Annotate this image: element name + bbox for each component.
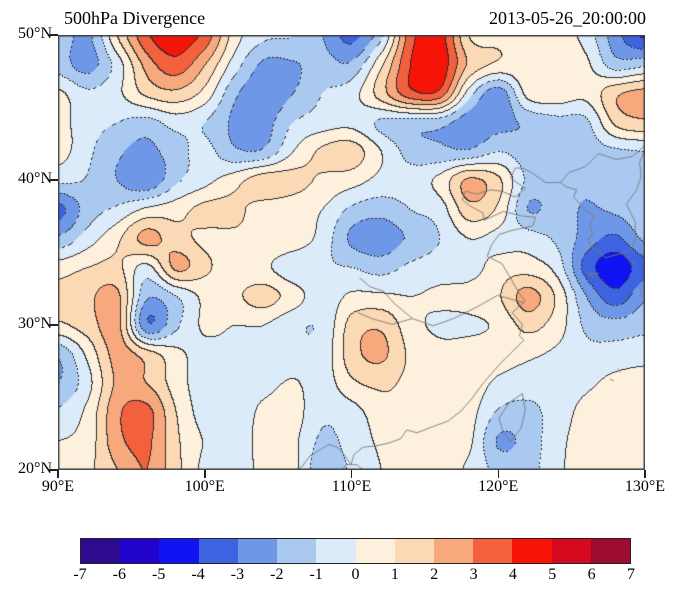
colorbar-cell [433, 539, 474, 563]
x-axis-tick-label: 120°E [478, 478, 519, 495]
colorbar-tick-label: 6 [587, 566, 596, 583]
y-axis-tick [50, 469, 58, 471]
colorbar-cell [394, 539, 434, 563]
y-axis-tick [50, 179, 58, 181]
colorbar-tick-label: -7 [73, 566, 87, 583]
y-axis-tick [50, 324, 58, 326]
colorbar [80, 538, 631, 564]
colorbar-cell [473, 539, 513, 563]
x-axis-tick [350, 470, 353, 478]
colorbar-tick-label: -3 [230, 566, 245, 583]
colorbar-tick-label: 5 [548, 566, 557, 583]
x-axis-tick [497, 470, 499, 478]
colorbar-cell [237, 539, 278, 563]
colorbar-cell [551, 539, 591, 563]
y-axis-tick [50, 34, 58, 36]
colorbar-tick-label: -5 [152, 566, 166, 583]
colorbar-tick-label: 1 [390, 566, 399, 583]
colorbar-tick-label: -2 [270, 566, 284, 583]
y-axis-tick-label: 50°N [18, 25, 52, 42]
x-axis-tick-label: 110°E [331, 478, 372, 495]
x-axis-tick [644, 470, 646, 478]
plot-timestamp: 2013-05-26_20:00:00 [489, 8, 646, 28]
colorbar-cell [159, 539, 199, 563]
colorbar-cell [198, 539, 238, 563]
colorbar-cell [120, 539, 160, 563]
colorbar-cell [590, 539, 631, 563]
colorbar-tick-label: -4 [191, 566, 205, 583]
colorbar-cell [512, 539, 552, 563]
colorbar-cell [316, 539, 356, 563]
plot-title: 500hPa Divergence [64, 8, 206, 28]
x-axis-tick [57, 470, 59, 478]
y-axis-tick-label: 40°N [18, 170, 52, 187]
x-axis-tick-label: 90°E [41, 478, 75, 495]
colorbar-cell [277, 539, 317, 563]
colorbar-cell [355, 539, 395, 563]
x-axis-tick [204, 470, 206, 478]
colorbar-tick-label: 3 [469, 566, 478, 583]
y-axis-tick-label: 30°N [18, 315, 52, 332]
colorbar-tick-label: 2 [430, 566, 439, 583]
colorbar-tick-label: 7 [627, 566, 635, 583]
divergence-contour-map [58, 35, 645, 470]
colorbar-tick-label: 4 [508, 566, 517, 583]
y-axis-tick-label: 20°N [18, 460, 52, 477]
x-axis-tick-label: 100°E [184, 478, 225, 495]
x-axis-tick-label: 130°E [624, 478, 666, 495]
colorbar-tick-label: -1 [309, 566, 323, 583]
colorbar-tick-label: -6 [112, 566, 126, 583]
colorbar-cell [81, 539, 121, 563]
colorbar-tick-label: 0 [351, 566, 360, 583]
